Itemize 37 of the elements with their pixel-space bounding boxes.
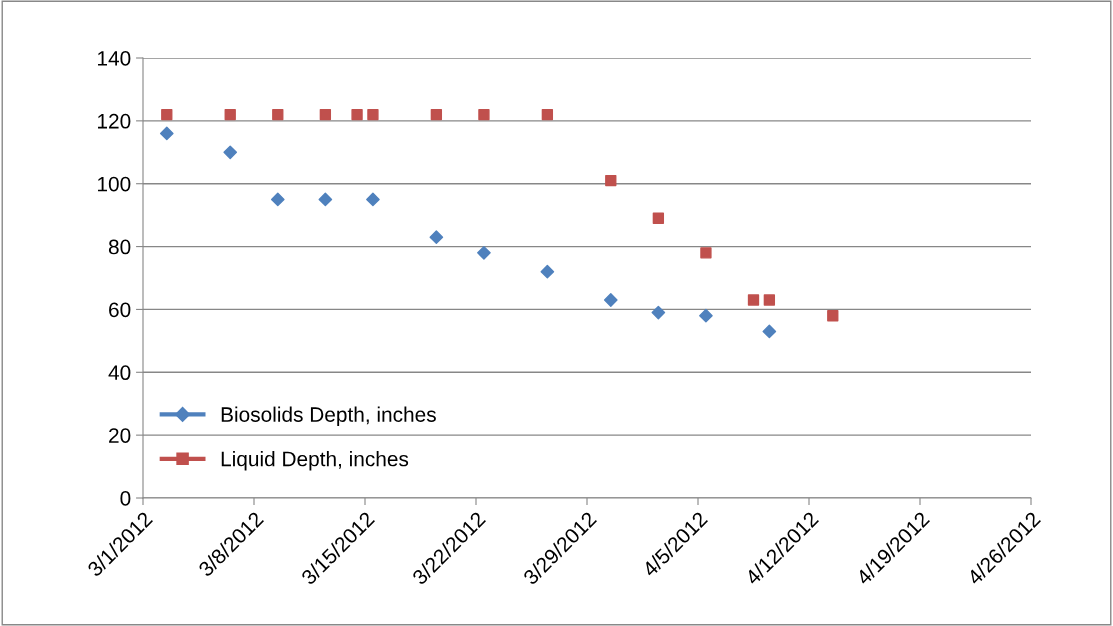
point: [477, 246, 491, 260]
point: [540, 264, 555, 279]
point: [223, 145, 238, 160]
point: [430, 108, 443, 121]
y-tick-label: 60: [109, 302, 131, 318]
point: [699, 308, 713, 323]
point: [478, 108, 490, 121]
legend-label: Biosolids Depth, inches: [221, 406, 436, 427]
point: [161, 108, 173, 121]
point: [367, 108, 379, 121]
point: [827, 310, 839, 322]
point: [605, 174, 617, 187]
point: [366, 192, 380, 207]
y-tick-label: 100: [98, 176, 131, 192]
point: [603, 293, 618, 307]
y-tick-label: 120: [98, 113, 131, 129]
point: [762, 324, 777, 339]
y-tick-label: 20: [109, 428, 131, 443]
y-tick-label: 0: [120, 491, 131, 506]
point: [700, 247, 712, 259]
point: [541, 108, 554, 121]
point: [270, 192, 285, 207]
point: [272, 108, 284, 121]
y-tick-label: 80: [108, 239, 131, 255]
point: [429, 230, 444, 244]
point: [351, 108, 363, 121]
point: [763, 294, 776, 306]
point: [319, 108, 332, 121]
point: [747, 294, 760, 306]
point: [159, 126, 174, 141]
point: [652, 212, 665, 224]
point: [651, 305, 666, 320]
legend-label: Liquid Depth, inches: [221, 451, 409, 471]
point: [224, 108, 236, 121]
y-tick-label: 140: [98, 51, 131, 66]
y-tick-label: 40: [108, 365, 131, 381]
point: [318, 192, 333, 207]
